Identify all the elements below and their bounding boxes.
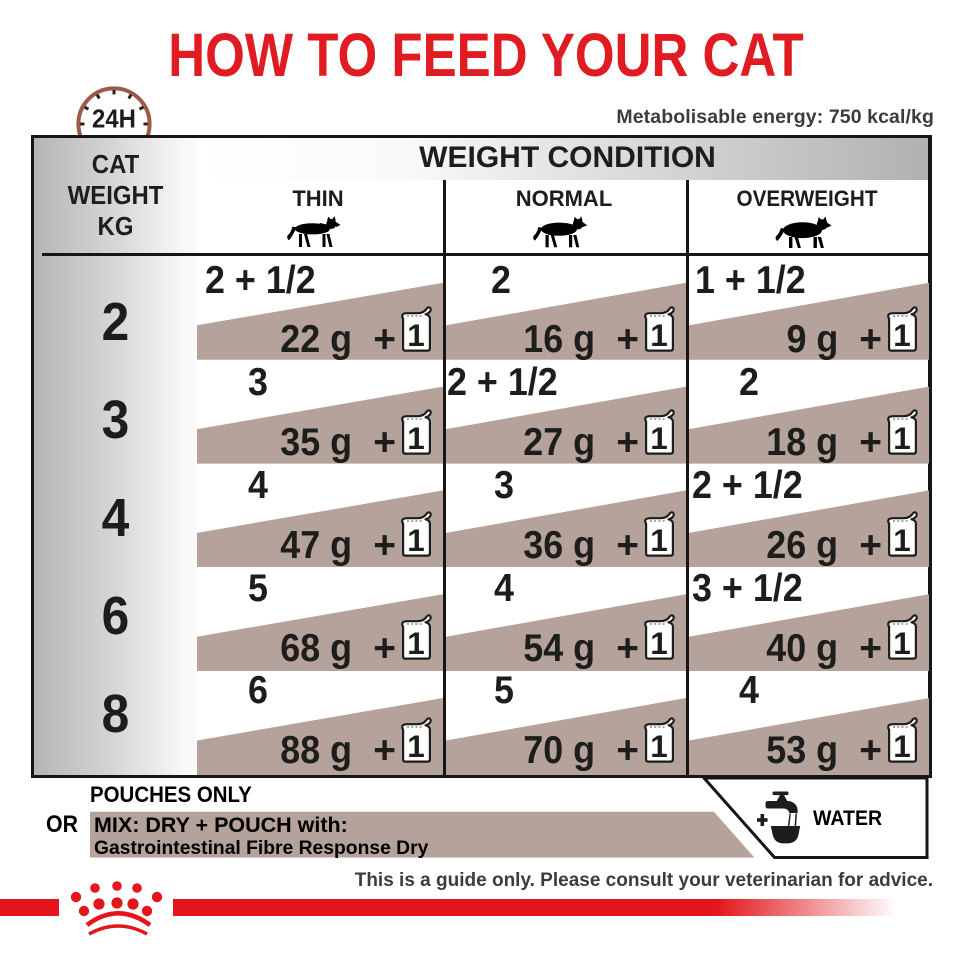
svg-text:24H: 24H: [92, 105, 136, 134]
